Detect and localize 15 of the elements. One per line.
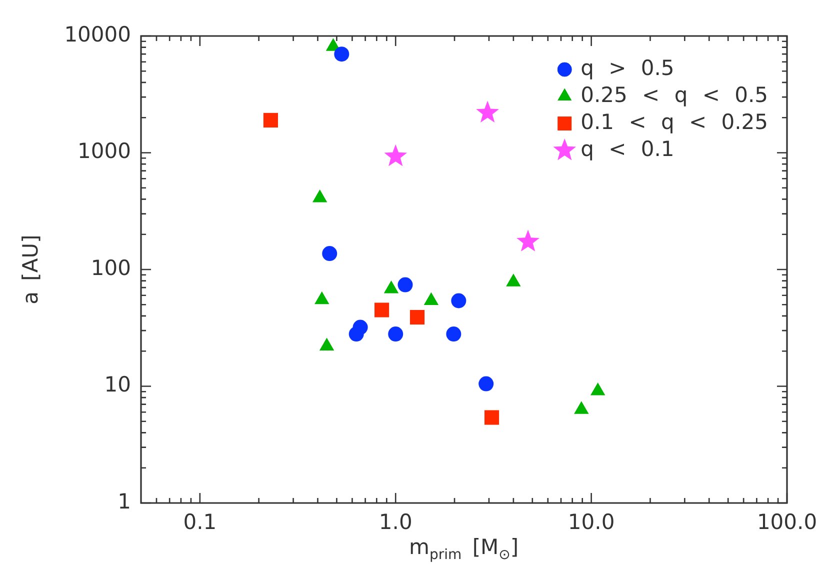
legend-label: q > 0.5: [580, 56, 674, 80]
y-tick-label: 1: [118, 489, 131, 514]
legend-label: 0.1 < q < 0.25: [580, 110, 768, 134]
legend-label: 0.25 < q < 0.5: [580, 82, 768, 107]
legend-label: q < 0.1: [580, 136, 674, 161]
y-tick-label: 1000: [78, 139, 131, 164]
y-tick-label: 10: [104, 372, 131, 397]
y-tick-label: 100: [90, 256, 131, 280]
y-axis-title: a [AU]: [18, 234, 42, 304]
x-tick-label: 100.0: [756, 510, 818, 534]
x-tick-label: 0.1: [183, 510, 217, 534]
x-tick-label: 10.0: [568, 510, 615, 534]
x-axis-title: m$_{prim}$ [M$_{⊙}$]: [409, 535, 519, 564]
x-tick-label: 1.0: [378, 510, 412, 534]
y-tick-label: 10000: [64, 22, 131, 46]
